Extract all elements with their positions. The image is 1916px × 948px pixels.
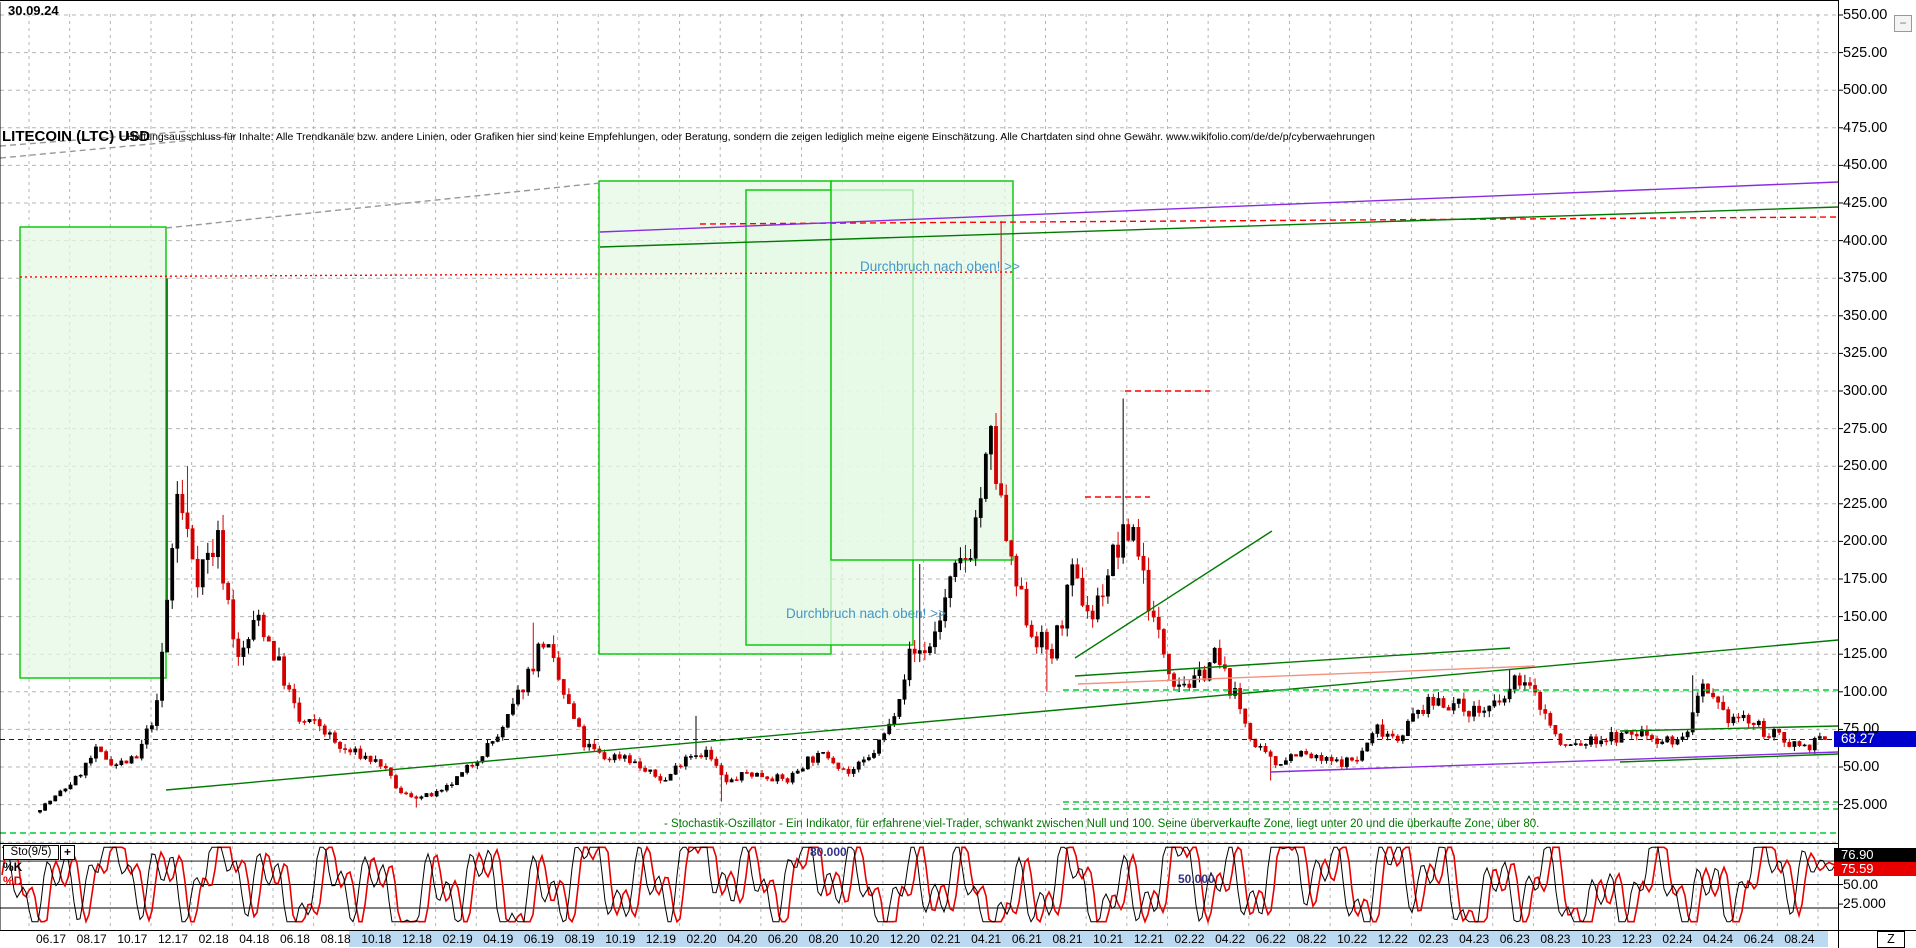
time-tick-label: 02.21 (930, 932, 961, 946)
time-tick-label: 12.18 (401, 932, 432, 946)
price-tick-label: 550.00 (1843, 7, 1888, 23)
time-tick-label: 10.23 (1581, 932, 1612, 946)
time-tick-label: 06.23 (1499, 932, 1530, 946)
price-tick-label: 275.00 (1843, 421, 1888, 437)
price-tick-label: 350.00 (1843, 308, 1888, 324)
time-axis-highlight-band (349, 931, 1828, 947)
price-tick-label: 200.00 (1843, 533, 1888, 549)
price-tick-label: 250.00 (1843, 458, 1888, 474)
time-tick-label: 02.20 (686, 932, 717, 946)
percent-d-legend: %D (3, 874, 23, 888)
time-tick-label: 02.24 (1662, 932, 1693, 946)
price-tick-label: 100.00 (1843, 684, 1888, 700)
price-tick-label: 450.00 (1843, 157, 1888, 173)
time-tick-label: 12.21 (1133, 932, 1164, 946)
time-tick-label: 08.22 (1296, 932, 1327, 946)
price-tick-label: 425.00 (1843, 195, 1888, 211)
time-tick-label: 10.21 (1093, 932, 1124, 946)
time-tick-label: 04.18 (239, 932, 270, 946)
price-tick-label: 525.00 (1843, 45, 1888, 61)
time-tick-label: 04.23 (1459, 932, 1490, 946)
chart-title: LITECOIN (LTC) USD (2, 128, 151, 145)
time-tick-label: 04.24 (1703, 932, 1734, 946)
time-tick-label: 04.19 (483, 932, 514, 946)
time-tick-label: 04.22 (1215, 932, 1246, 946)
time-tick-label: 10.20 (849, 932, 880, 946)
time-tick-label: 06.19 (523, 932, 554, 946)
current-date-label: 30.09.24 (8, 3, 59, 18)
time-tick-label: 12.22 (1377, 932, 1408, 946)
price-tick-label: 300.00 (1843, 383, 1888, 399)
time-tick-label: 10.17 (117, 932, 148, 946)
time-tick-label: 08.19 (564, 932, 595, 946)
price-tick-label: 175.00 (1843, 571, 1888, 587)
price-tick-label: 50.00 (1843, 759, 1880, 775)
price-tick-label: 325.00 (1843, 345, 1888, 361)
price-tick-label: 475.00 (1843, 120, 1888, 136)
time-tick-label: 06.17 (36, 932, 67, 946)
time-tick-label: 02.19 (442, 932, 473, 946)
breakout-annotation-upper: Durchbruch nach oben! >> (860, 259, 1020, 274)
time-tick-label: 08.21 (1052, 932, 1083, 946)
add-indicator-button[interactable]: + (60, 845, 75, 860)
time-tick-label: 06.21 (1011, 932, 1042, 946)
price-tick-label: 75.00 (1843, 721, 1880, 737)
time-tick-label: 06.18 (279, 932, 310, 946)
disclaimer-text: Haftungsausschluss für Inhalte: Alle Tre… (127, 131, 1375, 143)
breakout-annotation-lower: Durchbruch nach oben! >> (786, 606, 946, 621)
time-tick-label: 06.22 (1255, 932, 1286, 946)
price-tick-label: 150.00 (1843, 609, 1888, 625)
percent-d-value-badge: 75.59 (1834, 862, 1916, 876)
price-tick-label: 400.00 (1843, 233, 1888, 249)
oscillator-level-50-label: 50.000 (1178, 872, 1215, 886)
time-tick-label: 02.23 (1418, 932, 1449, 946)
time-tick-label: 06.20 (767, 932, 798, 946)
time-tick-label: 12.20 (889, 932, 920, 946)
oscillator-axis-tick-50: 50.00 (1843, 876, 1879, 892)
time-tick-label: 12.19 (645, 932, 676, 946)
collapse-panel-button[interactable]: − (1894, 15, 1912, 32)
current-price-badge: 68.27 (1834, 731, 1916, 747)
price-tick-label: 225.00 (1843, 496, 1888, 512)
percent-k-legend: %K (3, 860, 23, 874)
stochastic-description-note: - Stochastik-Oszillator - Ein Indikator,… (664, 818, 1540, 830)
indicator-settings-button[interactable]: Sto(9/5) (3, 845, 59, 860)
time-tick-label: 02.18 (198, 932, 229, 946)
time-tick-label: 08.23 (1540, 932, 1571, 946)
time-tick-label: 10.19 (605, 932, 636, 946)
price-tick-label: 500.00 (1843, 82, 1888, 98)
time-tick-label: 02.22 (1174, 932, 1205, 946)
oscillator-level-80-label: 80.000 (810, 845, 847, 859)
time-tick-label: 08.17 (76, 932, 107, 946)
time-tick-label: 08.20 (808, 932, 839, 946)
time-tick-label: 12.17 (157, 932, 188, 946)
price-tick-label: 125.00 (1843, 646, 1888, 662)
price-tick-label: 375.00 (1843, 270, 1888, 286)
time-tick-label: 08.24 (1784, 932, 1815, 946)
price-tick-label: 25.000 (1843, 797, 1888, 813)
time-tick-label: 04.20 (727, 932, 758, 946)
time-tick-label: 12.23 (1621, 932, 1652, 946)
oscillator-axis-tick-25: 25.000 (1843, 895, 1886, 911)
percent-k-value-badge: 76.90 (1834, 848, 1916, 862)
zoom-reset-button[interactable]: Z (1877, 931, 1905, 948)
time-tick-label: 08.18 (320, 932, 351, 946)
time-tick-label: 06.24 (1743, 932, 1774, 946)
time-tick-label: 10.18 (361, 932, 392, 946)
time-tick-label: 10.22 (1337, 932, 1368, 946)
time-tick-label: 04.21 (971, 932, 1002, 946)
